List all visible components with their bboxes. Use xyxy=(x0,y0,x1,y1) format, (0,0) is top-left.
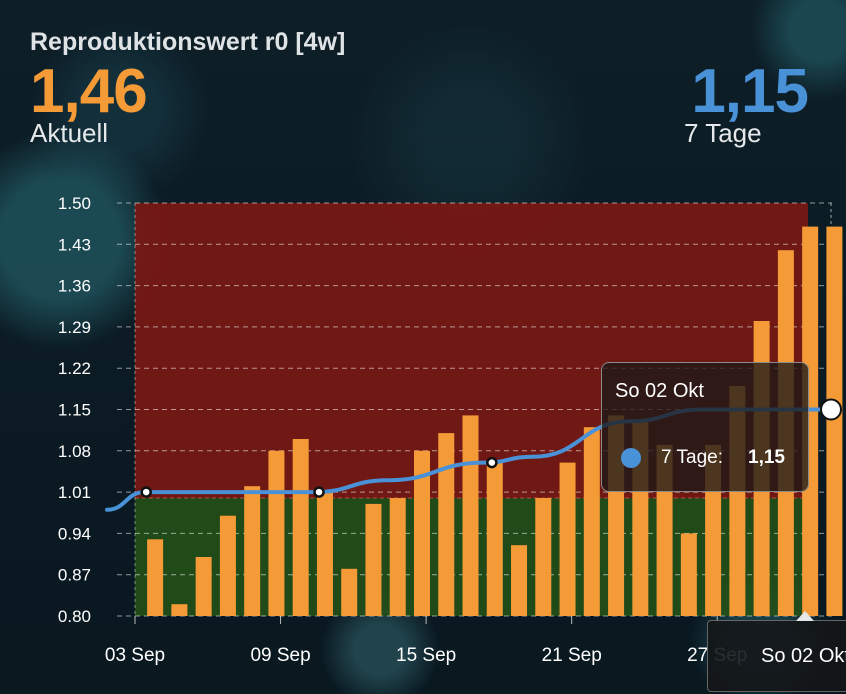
y-tick-label: 1.29 xyxy=(58,318,91,337)
chart-tooltip: So 02 Okt 7 Tage: 1,15 xyxy=(601,362,809,492)
tooltip-arrow-icon xyxy=(796,611,814,621)
bar xyxy=(802,226,819,616)
hover-point xyxy=(820,398,842,421)
bar xyxy=(462,415,479,616)
x-crosshair-label: So 02 Okt xyxy=(761,645,846,667)
bar xyxy=(244,486,261,616)
bar xyxy=(219,515,236,616)
y-tick-label: 1.22 xyxy=(58,359,91,378)
bar xyxy=(292,439,309,616)
y-tick-label: 0.87 xyxy=(58,566,91,585)
seven-day-value: 1,15 xyxy=(691,57,809,126)
x-tick-label: 09 Sep xyxy=(250,645,310,666)
y-tick-label: 1.15 xyxy=(58,401,91,420)
y-axis: 1.50 1.43 1.36 1.29 1.22 1.15 1.08 1.01 0.94 0.87… xyxy=(58,194,91,626)
bar xyxy=(365,503,382,616)
y-tick-label: 1.50 xyxy=(58,194,91,213)
card-title: Reproduktionswert r0 [4w] xyxy=(30,28,346,56)
line-point xyxy=(313,486,325,498)
bar xyxy=(341,568,358,616)
bar xyxy=(438,433,455,616)
bar xyxy=(826,226,843,616)
y-tick-label: 0.80 xyxy=(58,607,91,626)
y-tick-label: 0.94 xyxy=(58,524,91,543)
bar xyxy=(195,557,212,616)
bar xyxy=(511,545,528,616)
x-tick-label: 03 Sep xyxy=(105,645,165,666)
tooltip-series-value: 1,15 xyxy=(748,447,785,468)
x-crosshair-tooltip: So 02 Okt xyxy=(707,611,846,692)
bar xyxy=(680,533,697,616)
current-value: 1,46 xyxy=(30,57,148,126)
current-label: Aktuell xyxy=(30,118,109,148)
bar xyxy=(316,492,333,616)
y-tick-label: 1.01 xyxy=(58,483,91,502)
bar xyxy=(535,498,552,616)
bar xyxy=(486,462,503,616)
tooltip-date: So 02 Okt xyxy=(615,380,704,402)
bar xyxy=(389,498,406,616)
bar xyxy=(268,450,285,616)
seven-day-label: 7 Tage xyxy=(684,118,762,148)
bar-series xyxy=(147,226,843,616)
bar xyxy=(559,462,576,616)
bar xyxy=(147,539,164,616)
line-point xyxy=(140,486,152,498)
tooltip-series-label: 7 Tage: xyxy=(661,447,723,468)
line-point xyxy=(486,456,498,469)
bar xyxy=(583,427,600,616)
y-tick-label: 1.36 xyxy=(58,277,91,296)
y-tick-label: 1.08 xyxy=(58,442,91,461)
x-tick-label: 21 Sep xyxy=(542,645,602,666)
bar xyxy=(413,450,430,616)
x-tick-label: 15 Sep xyxy=(396,645,456,666)
bar xyxy=(171,604,188,616)
y-tick-label: 1.43 xyxy=(58,235,91,254)
series-marker-icon xyxy=(621,448,641,468)
